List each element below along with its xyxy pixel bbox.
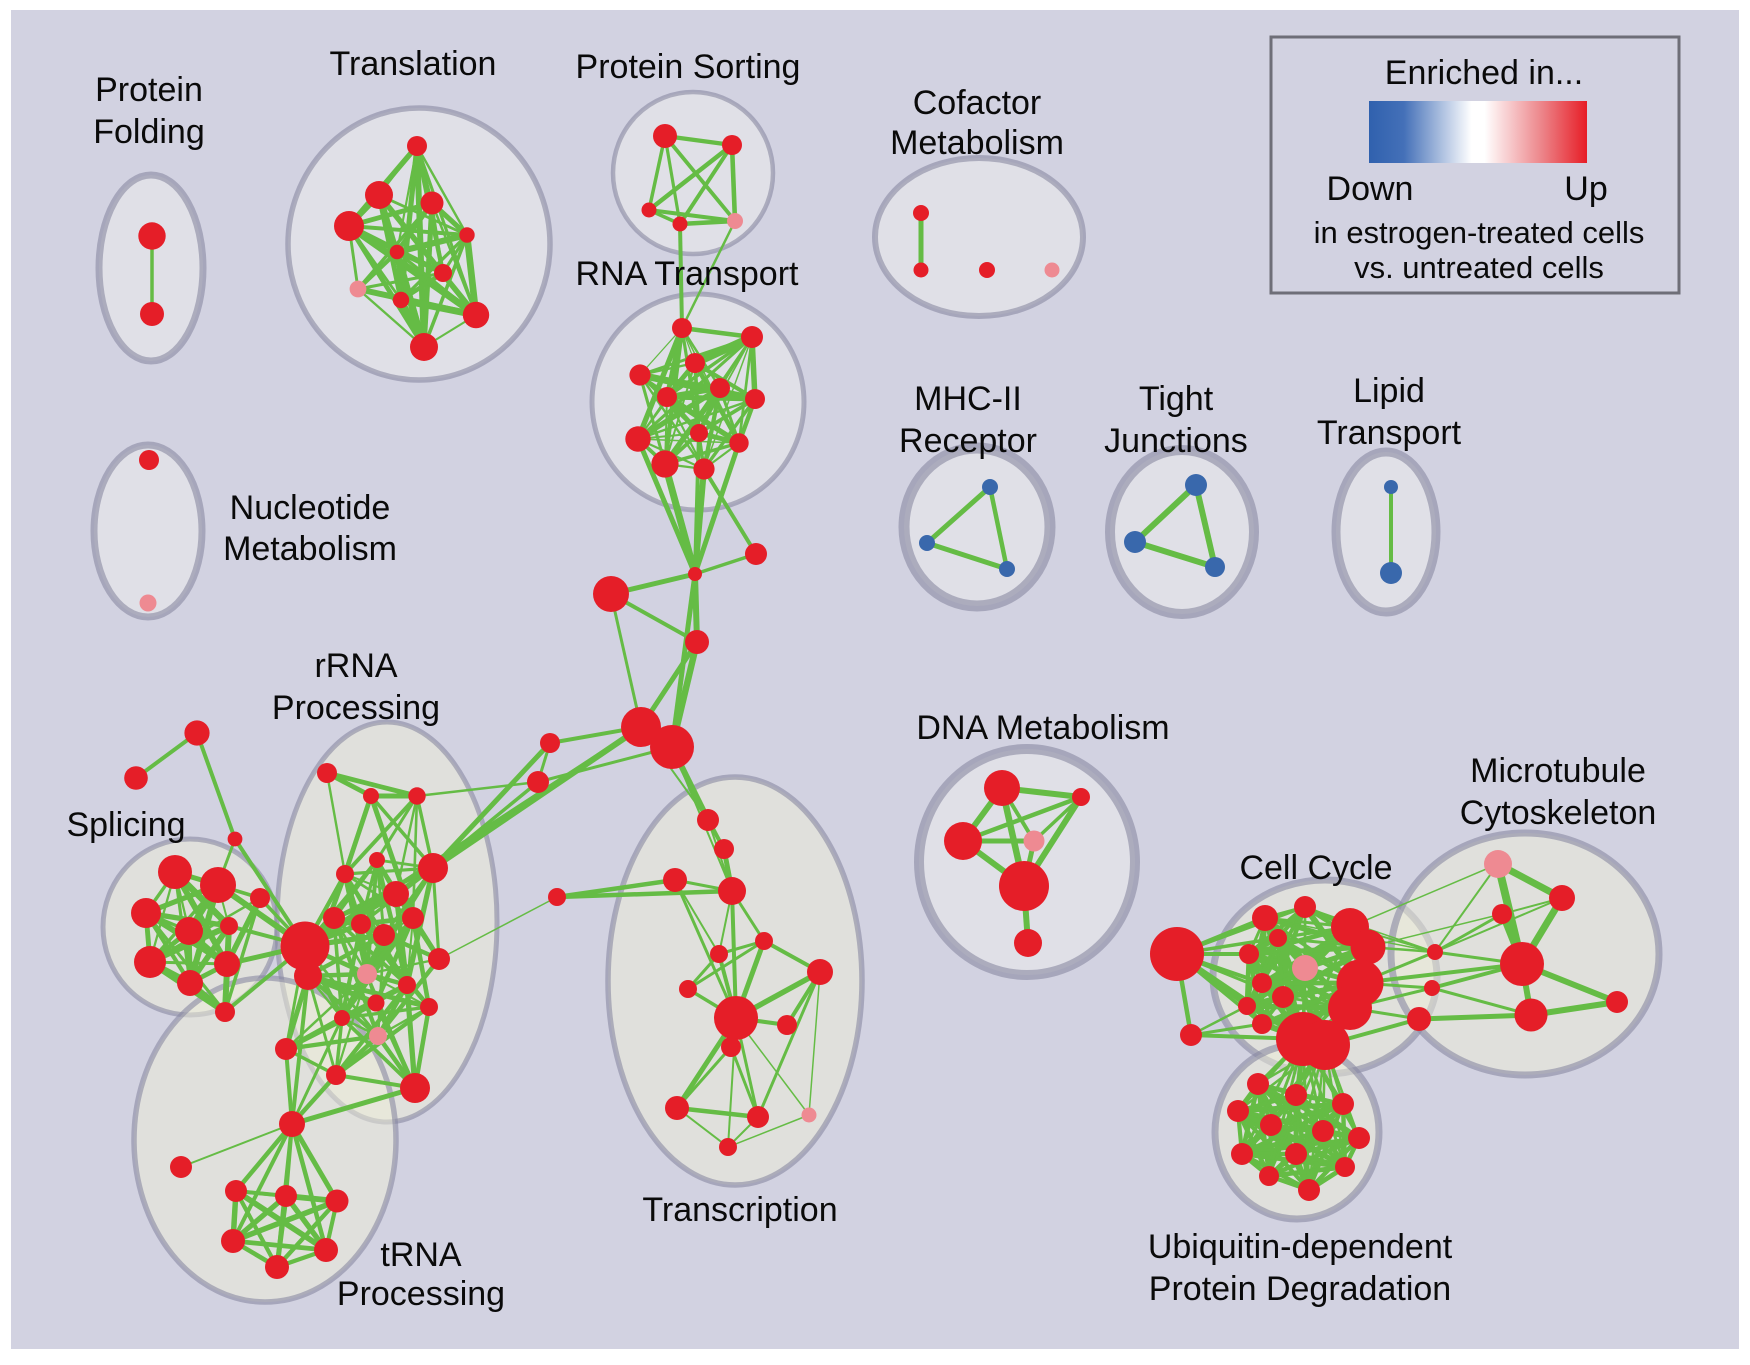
- svg-text:tRNA: tRNA: [380, 1236, 462, 1274]
- svg-text:MHC-II: MHC-II: [914, 380, 1022, 418]
- svg-text:Metabolism: Metabolism: [223, 530, 397, 568]
- svg-text:RNA Transport: RNA Transport: [576, 255, 800, 293]
- svg-text:Protein: Protein: [95, 71, 203, 109]
- svg-text:Down: Down: [1327, 170, 1414, 208]
- svg-text:Cell Cycle: Cell Cycle: [1239, 849, 1392, 887]
- svg-text:Splicing: Splicing: [66, 806, 185, 844]
- svg-text:Microtubule: Microtubule: [1470, 752, 1646, 790]
- svg-text:Protein Sorting: Protein Sorting: [576, 48, 801, 86]
- svg-text:Up: Up: [1564, 170, 1607, 208]
- svg-text:Transcription: Transcription: [642, 1191, 837, 1229]
- svg-text:Folding: Folding: [93, 113, 205, 151]
- svg-text:Processing: Processing: [337, 1275, 505, 1313]
- svg-text:Nucleotide: Nucleotide: [230, 489, 391, 527]
- svg-text:rRNA: rRNA: [314, 647, 397, 685]
- svg-text:Enriched in...: Enriched in...: [1385, 54, 1583, 92]
- svg-text:Cofactor: Cofactor: [913, 84, 1042, 122]
- svg-text:Translation: Translation: [330, 45, 497, 83]
- svg-text:Protein Degradation: Protein Degradation: [1149, 1270, 1451, 1308]
- svg-text:vs. untreated cells: vs. untreated cells: [1354, 250, 1604, 285]
- svg-text:Junctions: Junctions: [1104, 422, 1248, 460]
- svg-text:Cytoskeleton: Cytoskeleton: [1460, 794, 1657, 832]
- svg-text:Ubiquitin-dependent: Ubiquitin-dependent: [1148, 1228, 1453, 1266]
- svg-text:DNA Metabolism: DNA Metabolism: [916, 709, 1169, 747]
- svg-text:in estrogen-treated cells: in estrogen-treated cells: [1314, 215, 1645, 250]
- svg-text:Receptor: Receptor: [899, 422, 1037, 460]
- svg-text:Transport: Transport: [1317, 414, 1462, 452]
- svg-text:Metabolism: Metabolism: [890, 124, 1064, 162]
- svg-text:Processing: Processing: [272, 689, 440, 727]
- svg-text:Lipid: Lipid: [1353, 372, 1425, 410]
- svg-text:Tight: Tight: [1139, 380, 1214, 418]
